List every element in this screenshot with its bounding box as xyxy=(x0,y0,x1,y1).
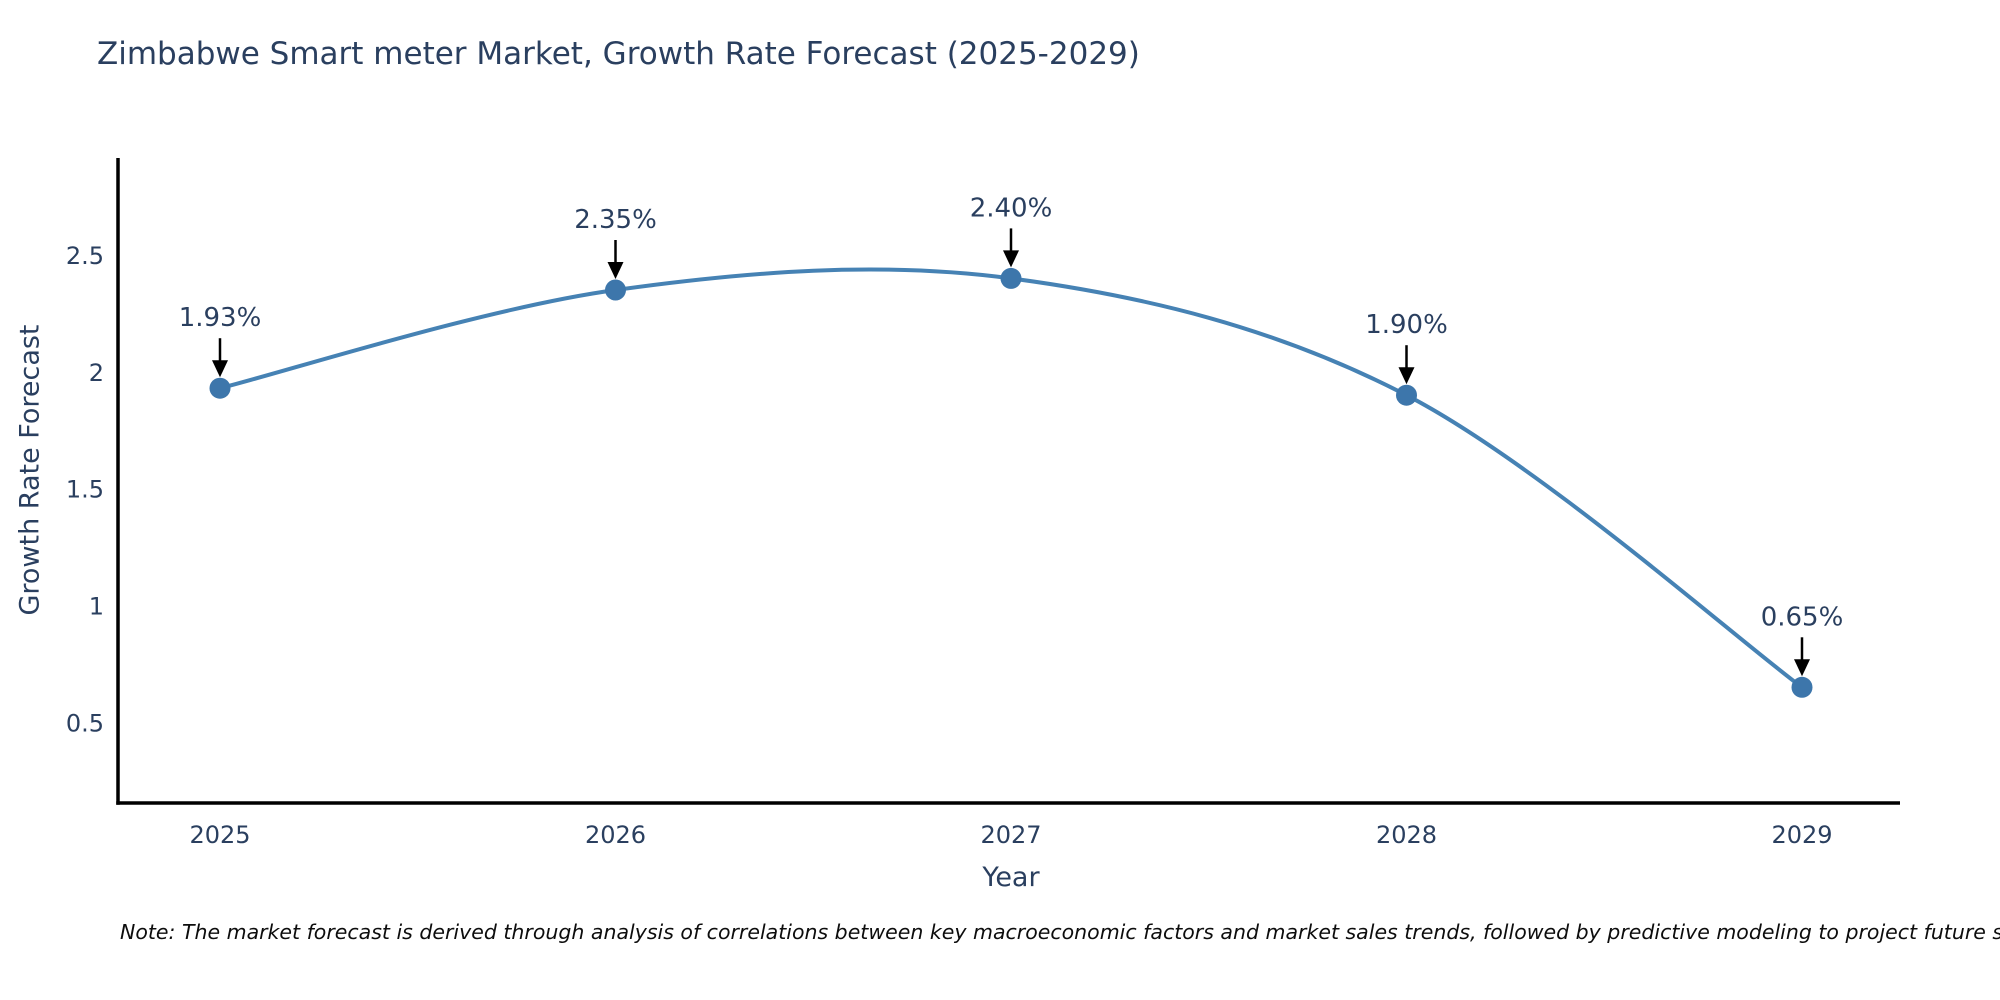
x-tick-label-2028: 2028 xyxy=(1376,821,1437,849)
x-axis-title: Year xyxy=(982,862,1040,893)
point-label-2025: 1.93% xyxy=(179,303,262,333)
annotation-arrowhead-icon xyxy=(1794,659,1810,677)
data-point-2027 xyxy=(1000,267,1022,289)
y-tick-label-2.5: 2.5 xyxy=(66,242,104,270)
point-label-2029: 0.65% xyxy=(1761,602,1844,632)
y-tick-label-1: 1 xyxy=(89,593,104,621)
x-tick-label-2025: 2025 xyxy=(189,821,250,849)
point-label-2028: 1.90% xyxy=(1365,310,1448,340)
x-tick-label-2026: 2026 xyxy=(585,821,646,849)
y-tick-label-1.5: 1.5 xyxy=(66,476,104,504)
data-point-2025 xyxy=(209,377,231,399)
chart-title: Zimbabwe Smart meter Market, Growth Rate… xyxy=(97,36,1140,72)
annotation-arrowhead-icon xyxy=(1398,367,1415,385)
x-tick-label-2027: 2027 xyxy=(980,821,1041,849)
annotation-arrowhead-icon xyxy=(212,360,228,378)
y-tick-label-2: 2 xyxy=(89,359,104,387)
point-label-2027: 2.40% xyxy=(970,193,1053,223)
forecast-line xyxy=(219,267,1804,689)
footnote: Note: The market forecast is derived thr… xyxy=(120,920,2000,944)
data-point-2028 xyxy=(1396,384,1417,406)
data-point-2029 xyxy=(1791,676,1813,698)
annotation-arrowhead-icon xyxy=(607,262,624,279)
x-tick-label-2029: 2029 xyxy=(1771,821,1832,849)
annotation-arrowhead-icon xyxy=(1003,250,1019,268)
data-point-2026 xyxy=(605,279,626,301)
y-tick-label-0.5: 0.5 xyxy=(66,709,104,737)
point-label-2026: 2.35% xyxy=(574,205,657,235)
